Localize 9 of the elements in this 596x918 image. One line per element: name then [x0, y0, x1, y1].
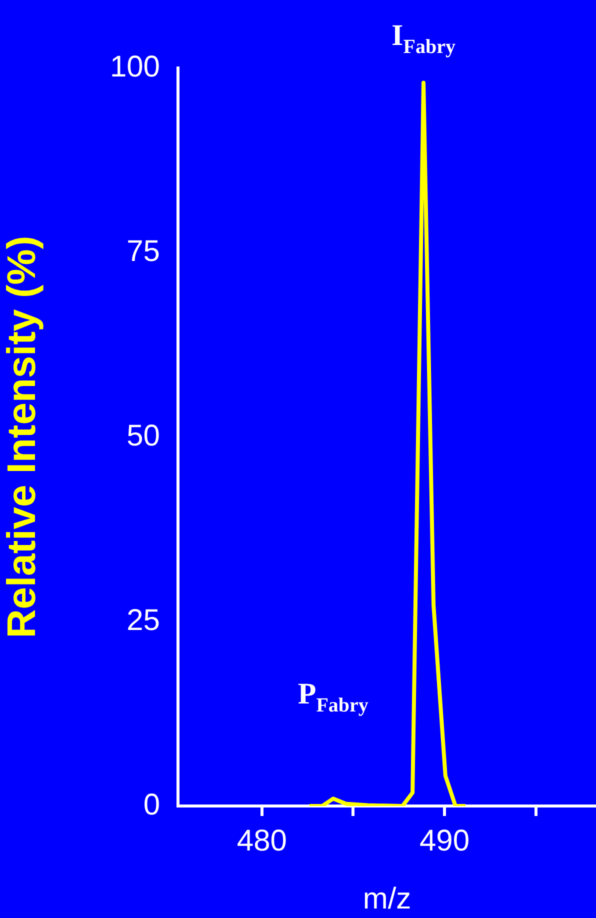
y-tick-label: 75	[126, 234, 160, 268]
x-tick-label: 480	[236, 824, 287, 858]
y-axis-title: Relative Intensity (%)	[0, 236, 44, 638]
x-tick-label: 490	[419, 824, 470, 858]
y-tick-label: 50	[126, 419, 160, 452]
x-axis-title: m/z	[362, 882, 412, 916]
y-tick-label: 0	[143, 788, 160, 822]
y-tick-label: 100	[110, 50, 160, 84]
y-tick-label: 25	[126, 604, 160, 637]
